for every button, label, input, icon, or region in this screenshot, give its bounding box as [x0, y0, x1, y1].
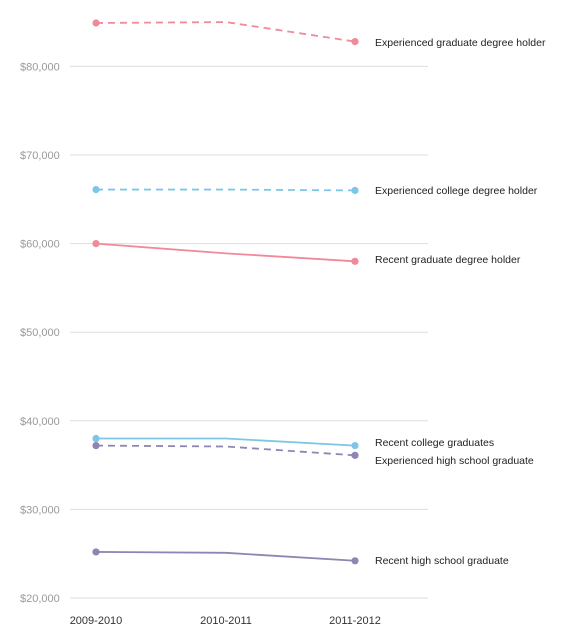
series-label: Experienced college degree holder [375, 185, 538, 197]
series-line [96, 437, 356, 447]
series-line [95, 21, 356, 43]
x-tick-label: 2009-2010 [70, 615, 123, 627]
data-point [351, 186, 359, 195]
y-tick-label: $20,000 [20, 593, 60, 605]
series-line [96, 188, 356, 192]
data-point [92, 240, 100, 248]
y-tick-label: $40,000 [20, 416, 60, 428]
series-label: Recent high school graduate [375, 555, 509, 567]
series-line [95, 444, 356, 457]
y-tick-label: $50,000 [20, 327, 60, 339]
y-tick-label: $70,000 [20, 150, 60, 162]
data-point [92, 19, 100, 27]
series-label: Recent college graduates [375, 437, 494, 449]
data-point [351, 557, 359, 565]
x-tick-label: 2010-2011 [200, 615, 252, 627]
y-tick-label: $30,000 [20, 504, 60, 516]
data-point [351, 37, 359, 46]
series-label: Recent graduate degree holder [375, 254, 521, 266]
series-line [95, 242, 356, 263]
series-line [95, 551, 356, 562]
data-point [92, 185, 100, 194]
data-point [351, 451, 359, 459]
data-point [92, 434, 100, 443]
data-point [351, 442, 359, 450]
x-tick-label: 2011-2012 [329, 615, 381, 627]
y-tick-label: $60,000 [20, 239, 60, 251]
data-point [92, 442, 100, 450]
data-point [92, 548, 100, 556]
series-label: Experienced graduate degree holder [375, 37, 546, 49]
series-label: Experienced high school graduate [375, 455, 534, 467]
data-point [351, 257, 359, 265]
y-tick-label: $80,000 [20, 61, 60, 73]
